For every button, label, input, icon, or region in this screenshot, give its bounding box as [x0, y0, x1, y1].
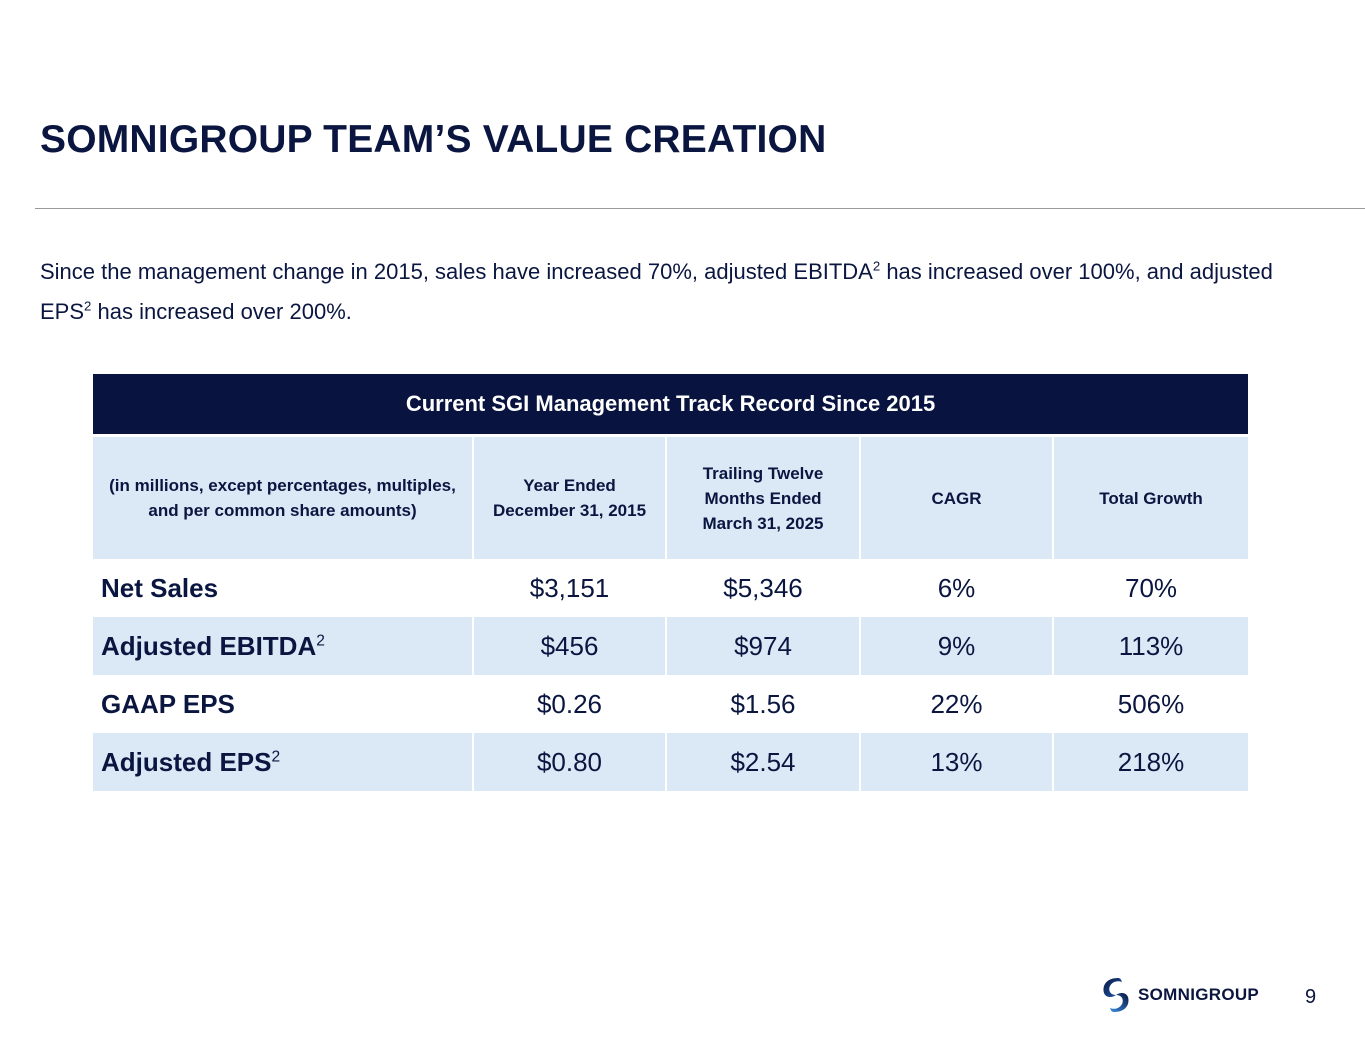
table-header-row: (in millions, except percentages, multip…	[93, 434, 1249, 559]
value-cagr: 22%	[861, 675, 1054, 733]
value-cagr: 9%	[861, 617, 1054, 675]
footnote-marker: 2	[84, 298, 92, 314]
value-total-growth: 70%	[1054, 559, 1249, 617]
row-label: Net Sales	[93, 559, 474, 617]
row-label: GAAP EPS	[93, 675, 474, 733]
row-label: Adjusted EPS2	[93, 733, 474, 791]
value-ttm-2025: $5,346	[667, 559, 861, 617]
value-total-growth: 218%	[1054, 733, 1249, 791]
value-ttm-2025: $974	[667, 617, 861, 675]
table-banner: Current SGI Management Track Record Sinc…	[93, 374, 1249, 434]
column-header-cagr: CAGR	[861, 434, 1054, 559]
track-record-table: Current SGI Management Track Record Sinc…	[93, 374, 1249, 791]
intro-text-1: Since the management change in 2015, sal…	[40, 259, 873, 284]
value-2015: $3,151	[474, 559, 667, 617]
table-row-net-sales: Net Sales $3,151 $5,346 6% 70%	[93, 559, 1249, 617]
value-2015: $456	[474, 617, 667, 675]
row-label: Adjusted EBITDA2	[93, 617, 474, 675]
column-header-units: (in millions, except percentages, multip…	[93, 434, 474, 559]
title-divider	[35, 208, 1365, 209]
column-header-ttm-2025: Trailing Twelve Months Ended March 31, 2…	[667, 434, 861, 559]
page-number: 9	[1305, 986, 1317, 1008]
intro-paragraph: Since the management change in 2015, sal…	[40, 252, 1280, 332]
value-cagr: 6%	[861, 559, 1054, 617]
slide-title: SOMNIGROUP TEAM’S VALUE CREATION	[40, 118, 827, 161]
table-row-adjusted-ebitda: Adjusted EBITDA2 $456 $974 9% 113%	[93, 617, 1249, 675]
somnigroup-logo-icon	[1103, 978, 1129, 1012]
value-ttm-2025: $1.56	[667, 675, 861, 733]
column-header-2015: Year Ended December 31, 2015	[474, 434, 667, 559]
table-row-gaap-eps: GAAP EPS $0.26 $1.56 22% 506%	[93, 675, 1249, 733]
somnigroup-logo: SOMNIGROUP	[1100, 976, 1259, 1014]
footnote-marker: 2	[872, 258, 881, 274]
table-row-adjusted-eps: Adjusted EPS2 $0.80 $2.54 13% 218%	[93, 733, 1249, 791]
logo-wordmark: SOMNIGROUP	[1138, 985, 1260, 1004]
value-2015: $0.80	[474, 733, 667, 791]
value-total-growth: 113%	[1054, 617, 1249, 675]
intro-text-2: has increased over 100%, and adjusted EP…	[40, 259, 1273, 324]
value-total-growth: 506%	[1054, 675, 1249, 733]
column-header-total-growth: Total Growth	[1054, 434, 1249, 559]
value-2015: $0.26	[474, 675, 667, 733]
intro-text-3: has increased over 200%.	[91, 299, 352, 324]
value-cagr: 13%	[861, 733, 1054, 791]
value-ttm-2025: $2.54	[667, 733, 861, 791]
